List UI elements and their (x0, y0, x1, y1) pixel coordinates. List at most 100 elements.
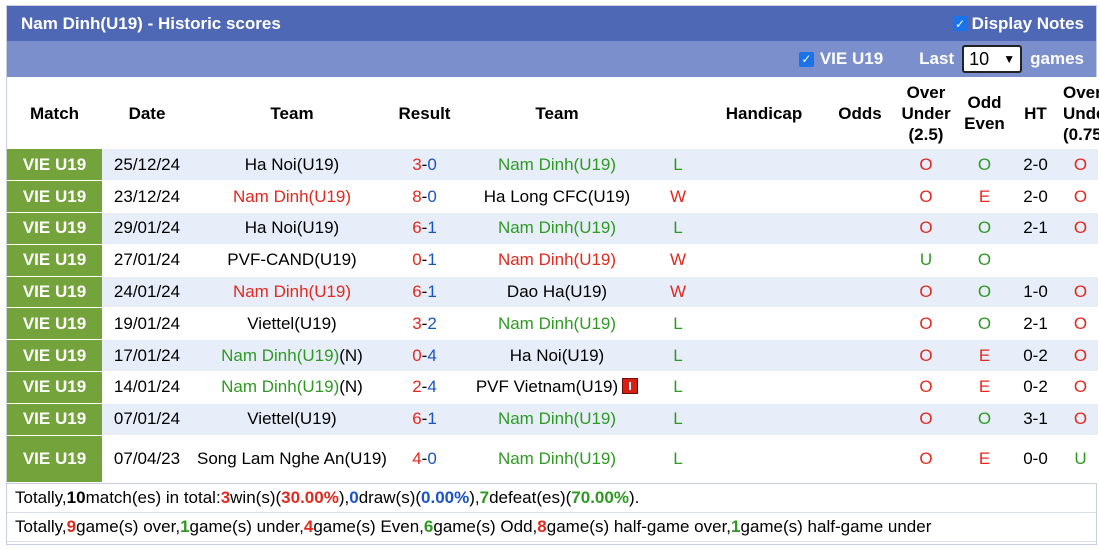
summary-text: game(s) half-game under (740, 516, 932, 536)
home-team-cell[interactable]: PVF-CAND(U19) (192, 244, 392, 277)
league-name[interactable]: VIE U19 (22, 282, 87, 302)
away-team-name[interactable]: PVF Vietnam(U19) (475, 377, 619, 397)
away-team-name[interactable]: Nam Dinh(U19) (497, 313, 617, 333)
home-team-name[interactable]: PVF-CAND(U19) (227, 250, 357, 270)
league-name[interactable]: VIE U19 (22, 154, 87, 174)
ht-cell: 0-2 (1008, 371, 1063, 404)
away-team-cell[interactable]: Ha Noi(U19) (457, 339, 657, 373)
home-team-name[interactable]: Nam Dinh(U19) (232, 282, 352, 302)
away-team-name[interactable]: Nam Dinh(U19) (497, 154, 617, 174)
match-count: 10 (66, 487, 86, 507)
table-row: VIE U19 25/12/24 Ha Noi(U19) 3-0 Nam Dinh(U1… (7, 149, 1098, 182)
result-cell[interactable]: 8-0 (392, 180, 457, 214)
result-cell[interactable]: 6-1 (392, 212, 457, 245)
league-cell[interactable]: VIE U19 (7, 371, 102, 404)
outcome-cell: L (657, 307, 699, 341)
display-notes-checkbox[interactable]: ✓ (952, 16, 968, 31)
result-cell[interactable]: 6-1 (392, 403, 457, 436)
away-team-cell[interactable]: Nam Dinh(U19) (457, 403, 657, 436)
result-cell[interactable]: 2-4 (392, 371, 457, 404)
away-score: 2 (427, 313, 437, 333)
home-team-name[interactable]: Ha Noi(U19) (244, 154, 340, 174)
away-team-cell[interactable]: Ha Long CFC(U19) (457, 180, 657, 214)
result-cell[interactable]: 0-1 (392, 244, 457, 277)
over-under-cell: U (891, 244, 961, 277)
away-team-name[interactable]: Nam Dinh(U19) (497, 218, 617, 238)
away-team-cell[interactable]: Nam Dinh(U19) (457, 244, 657, 277)
home-team-name[interactable]: Viettel(U19) (247, 313, 337, 333)
league-cell[interactable]: VIE U19 (7, 435, 102, 483)
date-cell: 29/01/24 (102, 212, 192, 245)
games-count-select[interactable]: 10 ▼ (962, 45, 1023, 73)
away-team-name[interactable]: Nam Dinh(U19) (497, 250, 617, 270)
home-score: 6 (412, 282, 422, 302)
display-notes-toggle[interactable]: ✓ Display Notes (952, 14, 1084, 34)
league-cell[interactable]: VIE U19 (7, 212, 102, 245)
league-cell[interactable]: VIE U19 (7, 403, 102, 436)
result-cell[interactable]: 6-1 (392, 276, 457, 309)
ou075-value: O (1073, 313, 1088, 333)
league-cell[interactable]: VIE U19 (7, 276, 102, 309)
away-team-cell[interactable]: Dao Ha(U19) (457, 276, 657, 309)
away-team-cell[interactable]: PVF Vietnam(U19) (457, 371, 657, 404)
half-time-score: 2-1 (1023, 313, 1048, 333)
league-cell[interactable]: VIE U19 (7, 307, 102, 341)
result-cell[interactable]: 3-2 (392, 307, 457, 341)
away-team-name[interactable]: Nam Dinh(U19) (497, 448, 617, 468)
league-cell[interactable]: VIE U19 (7, 339, 102, 373)
home-team-name[interactable]: Viettel(U19) (247, 409, 337, 429)
home-team-name[interactable]: Ha Noi(U19) (244, 218, 340, 238)
league-cell[interactable]: VIE U19 (7, 244, 102, 277)
over-under-cell: O (891, 435, 961, 483)
home-team-cell[interactable]: Song Lam Nghe An(U19) (192, 435, 392, 483)
away-team-name[interactable]: Nam Dinh(U19) (497, 409, 617, 429)
home-team-name[interactable]: Song Lam Nghe An(U19) (197, 448, 387, 468)
home-team-cell[interactable]: Ha Noi(U19) (192, 212, 392, 245)
away-team-cell[interactable]: Nam Dinh(U19) (457, 307, 657, 341)
result-cell[interactable]: 0-4 (392, 339, 457, 373)
away-team-name[interactable]: Ha Noi(U19) (509, 345, 605, 365)
home-team-cell[interactable]: Viettel(U19) (192, 403, 392, 436)
away-team-name[interactable]: Ha Long CFC(U19) (483, 186, 631, 206)
ou075-value: O (1073, 154, 1088, 174)
away-team-cell[interactable]: Nam Dinh(U19) (457, 149, 657, 182)
home-team-name[interactable]: Nam Dinh(U19) (221, 345, 340, 365)
ou075-value: O (1073, 186, 1088, 206)
away-team-name[interactable]: Dao Ha(U19) (506, 282, 608, 302)
league-cell[interactable]: VIE U19 (7, 180, 102, 214)
league-name[interactable]: VIE U19 (22, 186, 87, 206)
result-cell[interactable]: 3-0 (392, 149, 457, 182)
home-team-cell[interactable]: Ha Noi(U19) (192, 149, 392, 182)
league-name[interactable]: VIE U19 (22, 218, 87, 238)
score-separator: - (421, 218, 428, 238)
odd-even-cell: O (961, 307, 1008, 341)
home-team-cell[interactable]: Nam Dinh(U19)(N) (192, 339, 392, 373)
home-team-name[interactable]: Nam Dinh(U19) (221, 377, 340, 397)
over-under-value: O (919, 186, 933, 206)
away-score: 1 (427, 282, 437, 302)
home-team-cell[interactable]: Viettel(U19) (192, 307, 392, 341)
league-filter-checkbox[interactable]: ✓ (798, 51, 814, 67)
league-name[interactable]: VIE U19 (22, 377, 87, 397)
table-row: VIE U19 14/01/24 Nam Dinh(U19)(N) 2-4 PVF Vi… (7, 371, 1098, 404)
filter-bar: ✓ VIE U19 Last 10 ▼ games (7, 41, 1096, 77)
result-cell[interactable]: 4-0 (392, 435, 457, 483)
ou075-value: O (1073, 377, 1088, 397)
date-cell: 24/01/24 (102, 276, 192, 309)
league-name[interactable]: VIE U19 (22, 313, 87, 333)
summary-text: Totally, (15, 516, 67, 536)
league-name[interactable]: VIE U19 (22, 345, 87, 365)
league-name[interactable]: VIE U19 (22, 250, 87, 270)
league-name[interactable]: VIE U19 (22, 448, 87, 468)
league-name[interactable]: VIE U19 (22, 409, 87, 429)
league-filter[interactable]: ✓ VIE U19 (798, 49, 883, 69)
away-team-cell[interactable]: Nam Dinh(U19) (457, 212, 657, 245)
home-team-cell[interactable]: Nam Dinh(U19) (192, 180, 392, 214)
home-team-cell[interactable]: Nam Dinh(U19) (192, 276, 392, 309)
home-team-cell[interactable]: Nam Dinh(U19)(N) (192, 371, 392, 404)
col-date: Date (102, 77, 192, 149)
date-cell: 19/01/24 (102, 307, 192, 341)
home-team-name[interactable]: Nam Dinh(U19) (232, 186, 352, 206)
away-team-cell[interactable]: Nam Dinh(U19) (457, 435, 657, 483)
league-cell[interactable]: VIE U19 (7, 149, 102, 182)
